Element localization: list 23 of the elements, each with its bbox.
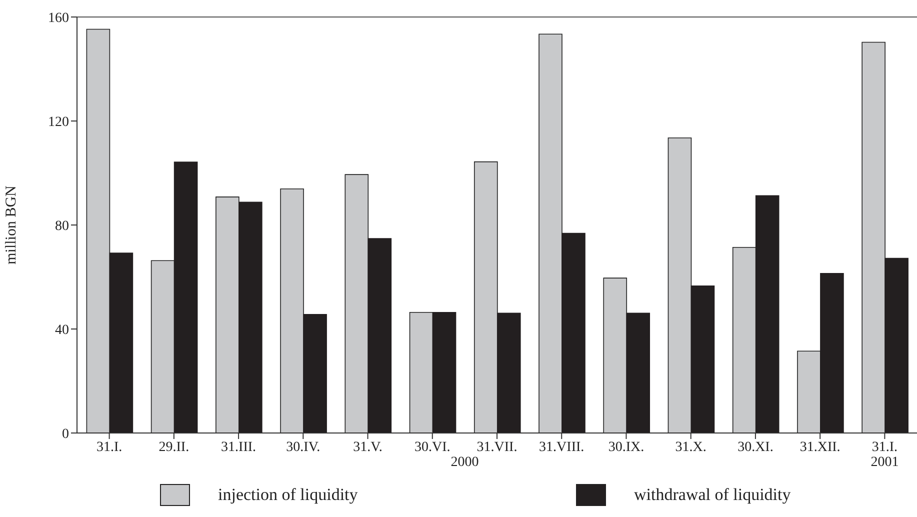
- y-tick-label: 0: [62, 426, 69, 442]
- x-tick-label: 30.IV.: [286, 440, 320, 455]
- x-tick-label: 31.VII.: [476, 440, 518, 455]
- x-tick-label: 30.IX.: [608, 440, 644, 455]
- x-tick-label: 31.VIII.: [539, 440, 584, 455]
- y-tick-label: 40: [55, 322, 69, 338]
- y-tick-label: 120: [48, 114, 69, 130]
- x-tick-label: 31.XII.: [800, 440, 840, 455]
- legend-label: withdrawal of liquidity: [634, 485, 791, 505]
- x-tick-label: 31.X.: [675, 440, 706, 455]
- x-tick-label: 30.XI.: [738, 440, 774, 455]
- x-tick-label: 31.III.: [221, 440, 256, 455]
- x-tick-label: 29.II.: [158, 440, 190, 455]
- y-axis-title: million BGN: [3, 185, 20, 264]
- text: 2001: [870, 455, 900, 471]
- text: 2000: [450, 455, 480, 471]
- y-tick-label: 80: [55, 218, 69, 234]
- y-tick-label: 160: [48, 10, 69, 26]
- x-tick-label: 31.V.: [353, 440, 382, 455]
- x-tick-label: 31.I.: [96, 440, 122, 455]
- x-tick-label: 30.VI.: [414, 440, 450, 455]
- legend-label: injection of liquidity: [218, 485, 358, 505]
- x-tick-label: 31.I.: [872, 440, 898, 455]
